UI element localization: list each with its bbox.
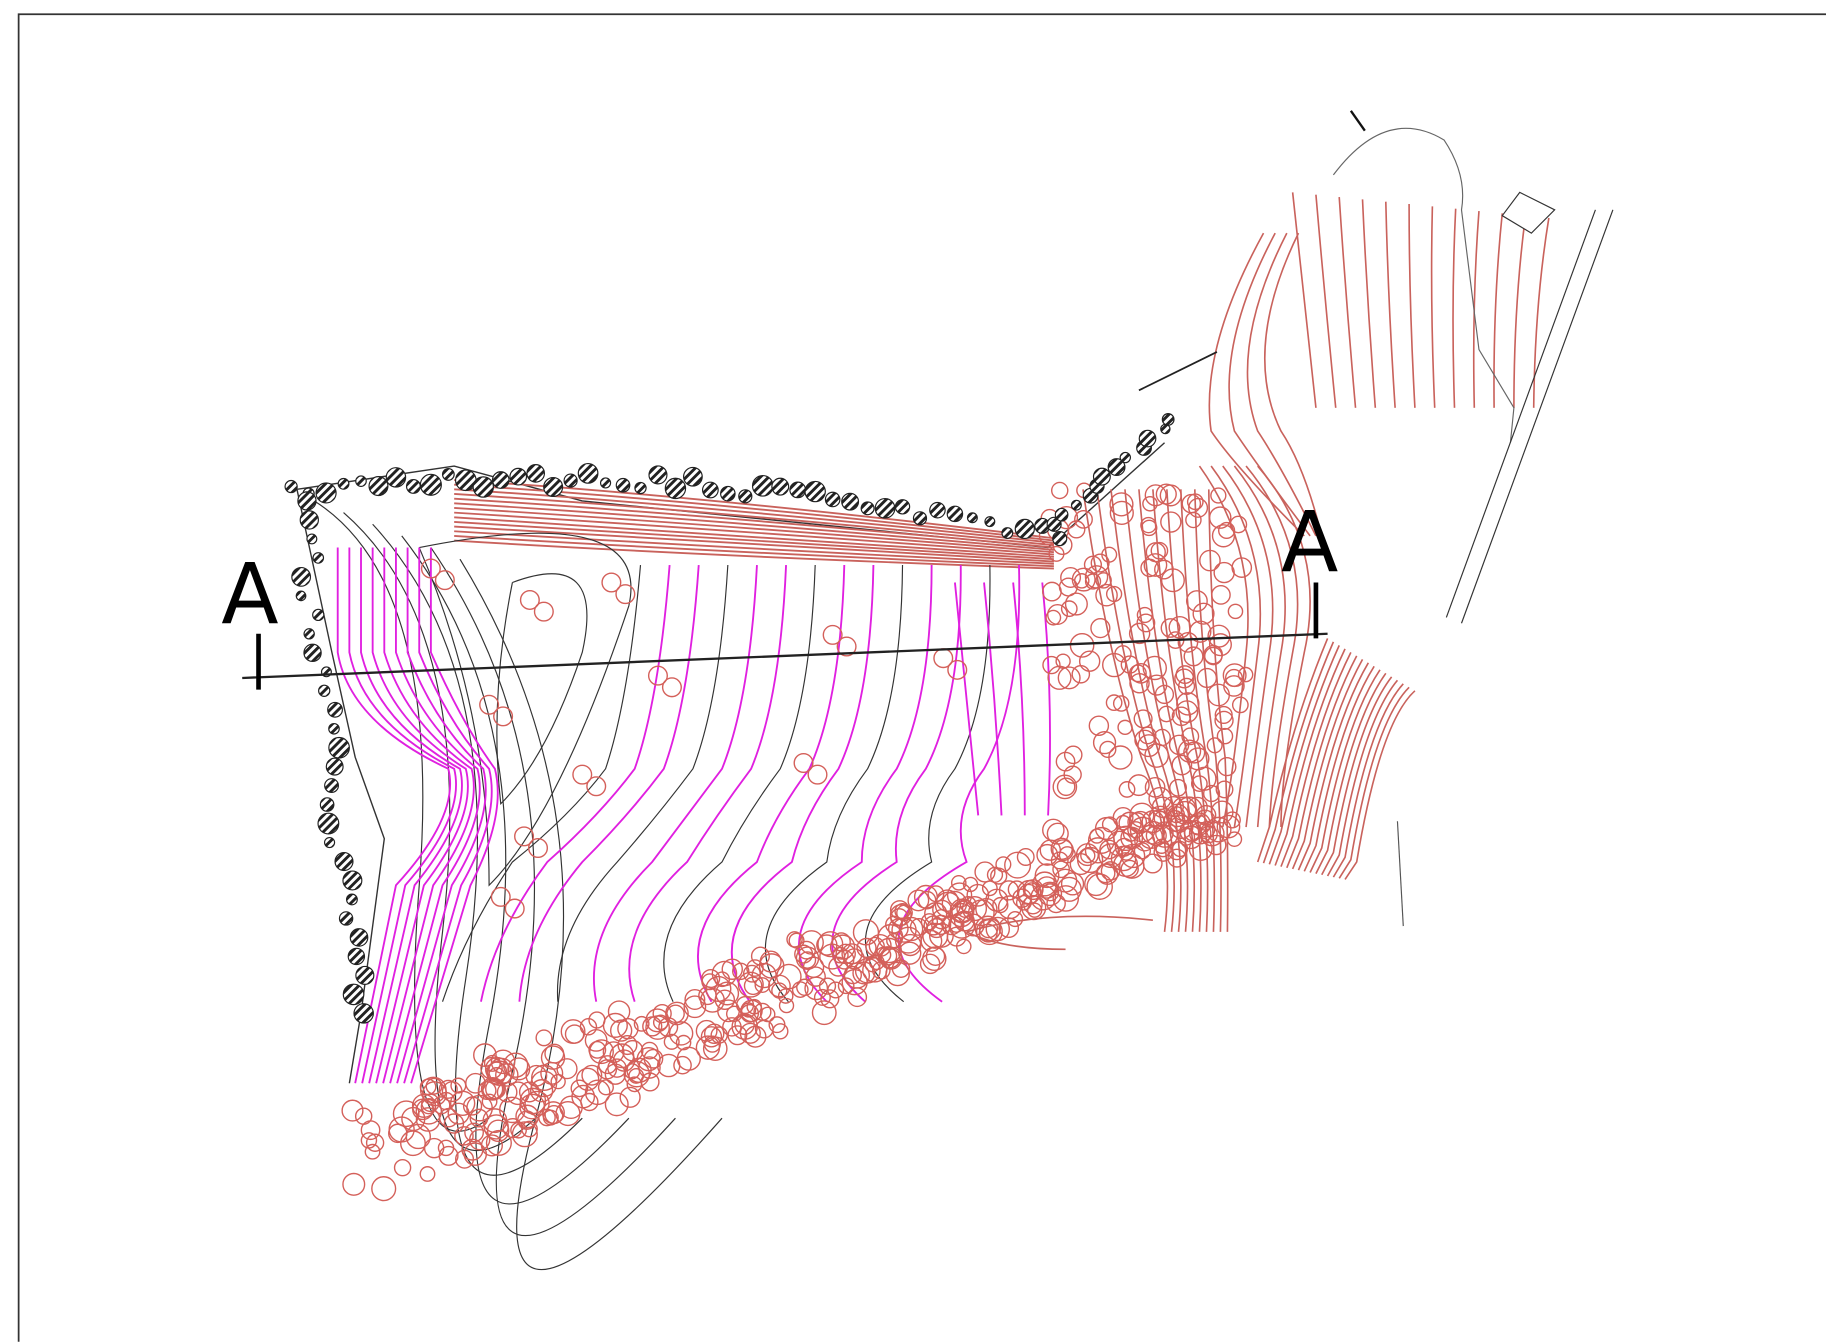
tree [1015, 519, 1034, 538]
background [0, 0, 1826, 1342]
tree [343, 871, 362, 890]
tree [443, 469, 455, 481]
tree [420, 474, 441, 495]
tree [325, 838, 335, 848]
tree [665, 478, 685, 498]
tree [1162, 414, 1174, 426]
tree [339, 912, 352, 925]
tree [861, 502, 874, 515]
tree [753, 476, 773, 496]
tree [616, 479, 630, 493]
tree [1139, 430, 1156, 447]
tree [300, 511, 318, 529]
tree [326, 758, 343, 775]
tree [947, 506, 962, 521]
tree [703, 482, 719, 498]
tree [356, 476, 366, 486]
tree [772, 478, 789, 495]
tree [825, 492, 839, 506]
tree [343, 984, 363, 1004]
tree [304, 629, 314, 639]
tree [304, 644, 321, 661]
tree [313, 553, 323, 563]
tree [335, 853, 353, 871]
site-plan: A A [0, 0, 1826, 1342]
tree [875, 499, 895, 519]
tree [296, 591, 306, 601]
tree [313, 609, 324, 620]
tree [842, 493, 859, 510]
tree [544, 478, 563, 497]
tree [338, 479, 349, 490]
tree [356, 966, 374, 984]
tree [564, 474, 577, 487]
tree [1053, 532, 1067, 546]
tree [721, 486, 735, 500]
tree [318, 813, 339, 834]
tree [985, 517, 995, 527]
tree [329, 724, 339, 734]
tree [1071, 500, 1081, 510]
tree [1002, 528, 1013, 539]
tree [649, 466, 667, 484]
tree [307, 534, 317, 544]
tree [578, 464, 598, 484]
tree [527, 465, 544, 482]
tree [350, 929, 367, 946]
tree [325, 779, 339, 793]
tree [635, 482, 646, 493]
tree [328, 702, 343, 717]
tree [298, 492, 316, 510]
tree [895, 500, 909, 514]
tree [354, 1004, 373, 1023]
tree [510, 468, 527, 485]
tree [805, 481, 825, 501]
tree [492, 472, 509, 489]
tree [601, 478, 611, 488]
tree [329, 737, 349, 757]
tree [316, 483, 336, 503]
tree [348, 948, 364, 964]
tree [369, 477, 388, 496]
tree [790, 482, 806, 498]
section-label: A [1281, 493, 1338, 591]
tree [285, 480, 297, 492]
tree [968, 513, 978, 523]
tree [386, 468, 405, 487]
tree [292, 568, 311, 587]
tree [319, 685, 330, 696]
tree [347, 894, 358, 905]
tree [1055, 508, 1068, 521]
tree [684, 467, 703, 486]
tree [930, 502, 945, 517]
tree [739, 490, 752, 503]
tree [320, 798, 334, 812]
tree [1094, 468, 1111, 485]
tree [473, 477, 493, 497]
tree [913, 512, 926, 525]
page: {"section": {"start_label": "A", "end_la… [0, 0, 1826, 1342]
tree [1120, 452, 1130, 462]
tree [407, 480, 421, 494]
section-label: A [221, 545, 278, 643]
